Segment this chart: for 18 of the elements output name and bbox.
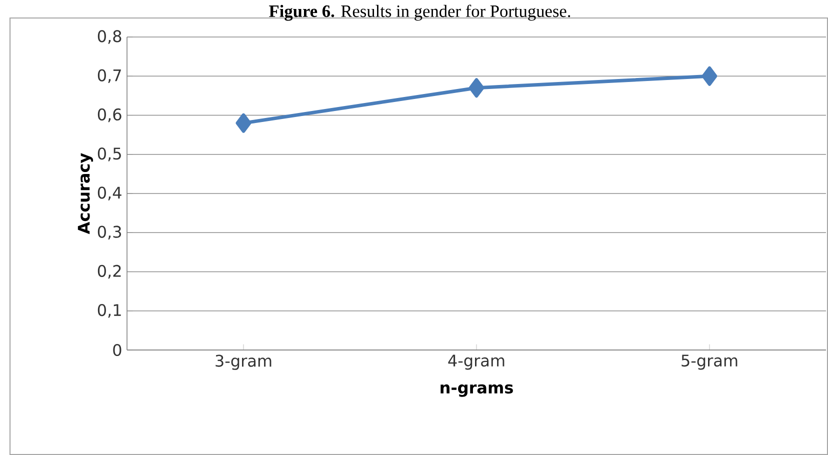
y-tick-label: 0,7 — [98, 69, 121, 84]
x-tick-label: 4-gram — [448, 354, 504, 370]
y-tick-label: 0 — [113, 344, 122, 356]
chart-title: Figure 6. Results in gender for Portuguese. — [269, 4, 570, 21]
x-axis-title: n-grams — [440, 384, 513, 397]
point — [468, 78, 484, 98]
y-tick-label: 0,4 — [98, 186, 122, 200]
y-tick-label: 0,6 — [98, 108, 122, 122]
y-tick-label: 0,2 — [98, 264, 121, 279]
point — [236, 113, 252, 133]
y-axis-title: Accuracy — [78, 153, 94, 234]
y-tick-label: 0,3 — [98, 226, 121, 240]
y-tick-label: 0,8 — [98, 30, 122, 44]
y-tick-label: 0,5 — [98, 148, 121, 162]
x-tick-label: 5-gram — [682, 354, 738, 370]
point — [702, 66, 718, 86]
y-tick-label: 0,1 — [98, 304, 121, 318]
x-tick-label: 3-gram — [216, 354, 272, 370]
